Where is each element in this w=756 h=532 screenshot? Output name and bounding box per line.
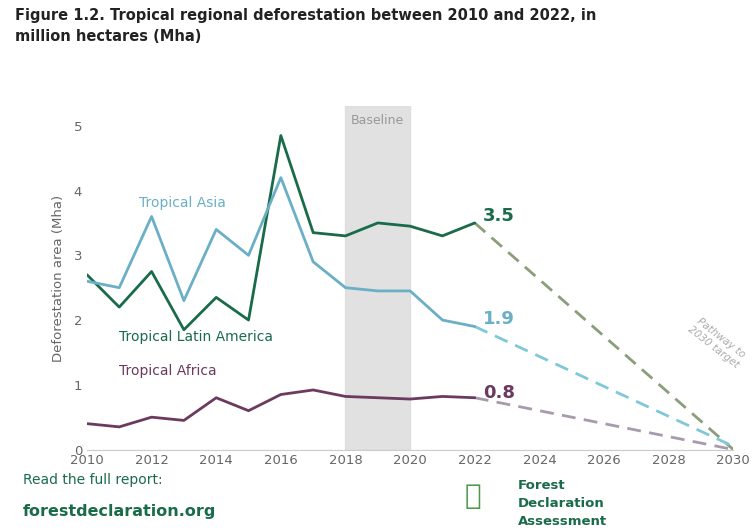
Text: Read the full report:: Read the full report: [23,473,163,487]
Text: Pathway to
2030 target: Pathway to 2030 target [686,315,748,370]
Text: Tropical Africa: Tropical Africa [119,364,217,378]
Bar [345,106,411,450]
Text: Baseline: Baseline [352,114,404,127]
Text: Declaration: Declaration [518,497,605,510]
Text: 🌿: 🌿 [464,482,481,510]
Text: Assessment: Assessment [518,515,607,528]
Text: Tropical Latin America: Tropical Latin America [119,330,273,344]
Text: Figure 1.2. Tropical regional deforestation between 2010 and 2022, in: Figure 1.2. Tropical regional deforestat… [15,8,596,23]
Y-axis label: Deforestation area (Mha): Deforestation area (Mha) [52,194,65,362]
Text: Forest: Forest [518,479,565,492]
Text: 3.5: 3.5 [483,207,515,226]
Text: million hectares (Mha): million hectares (Mha) [15,29,202,44]
Text: 0.8: 0.8 [483,384,515,402]
Text: forestdeclaration.org: forestdeclaration.org [23,504,216,519]
Text: 1.9: 1.9 [483,310,515,328]
Text: Tropical Asia: Tropical Asia [138,196,225,210]
